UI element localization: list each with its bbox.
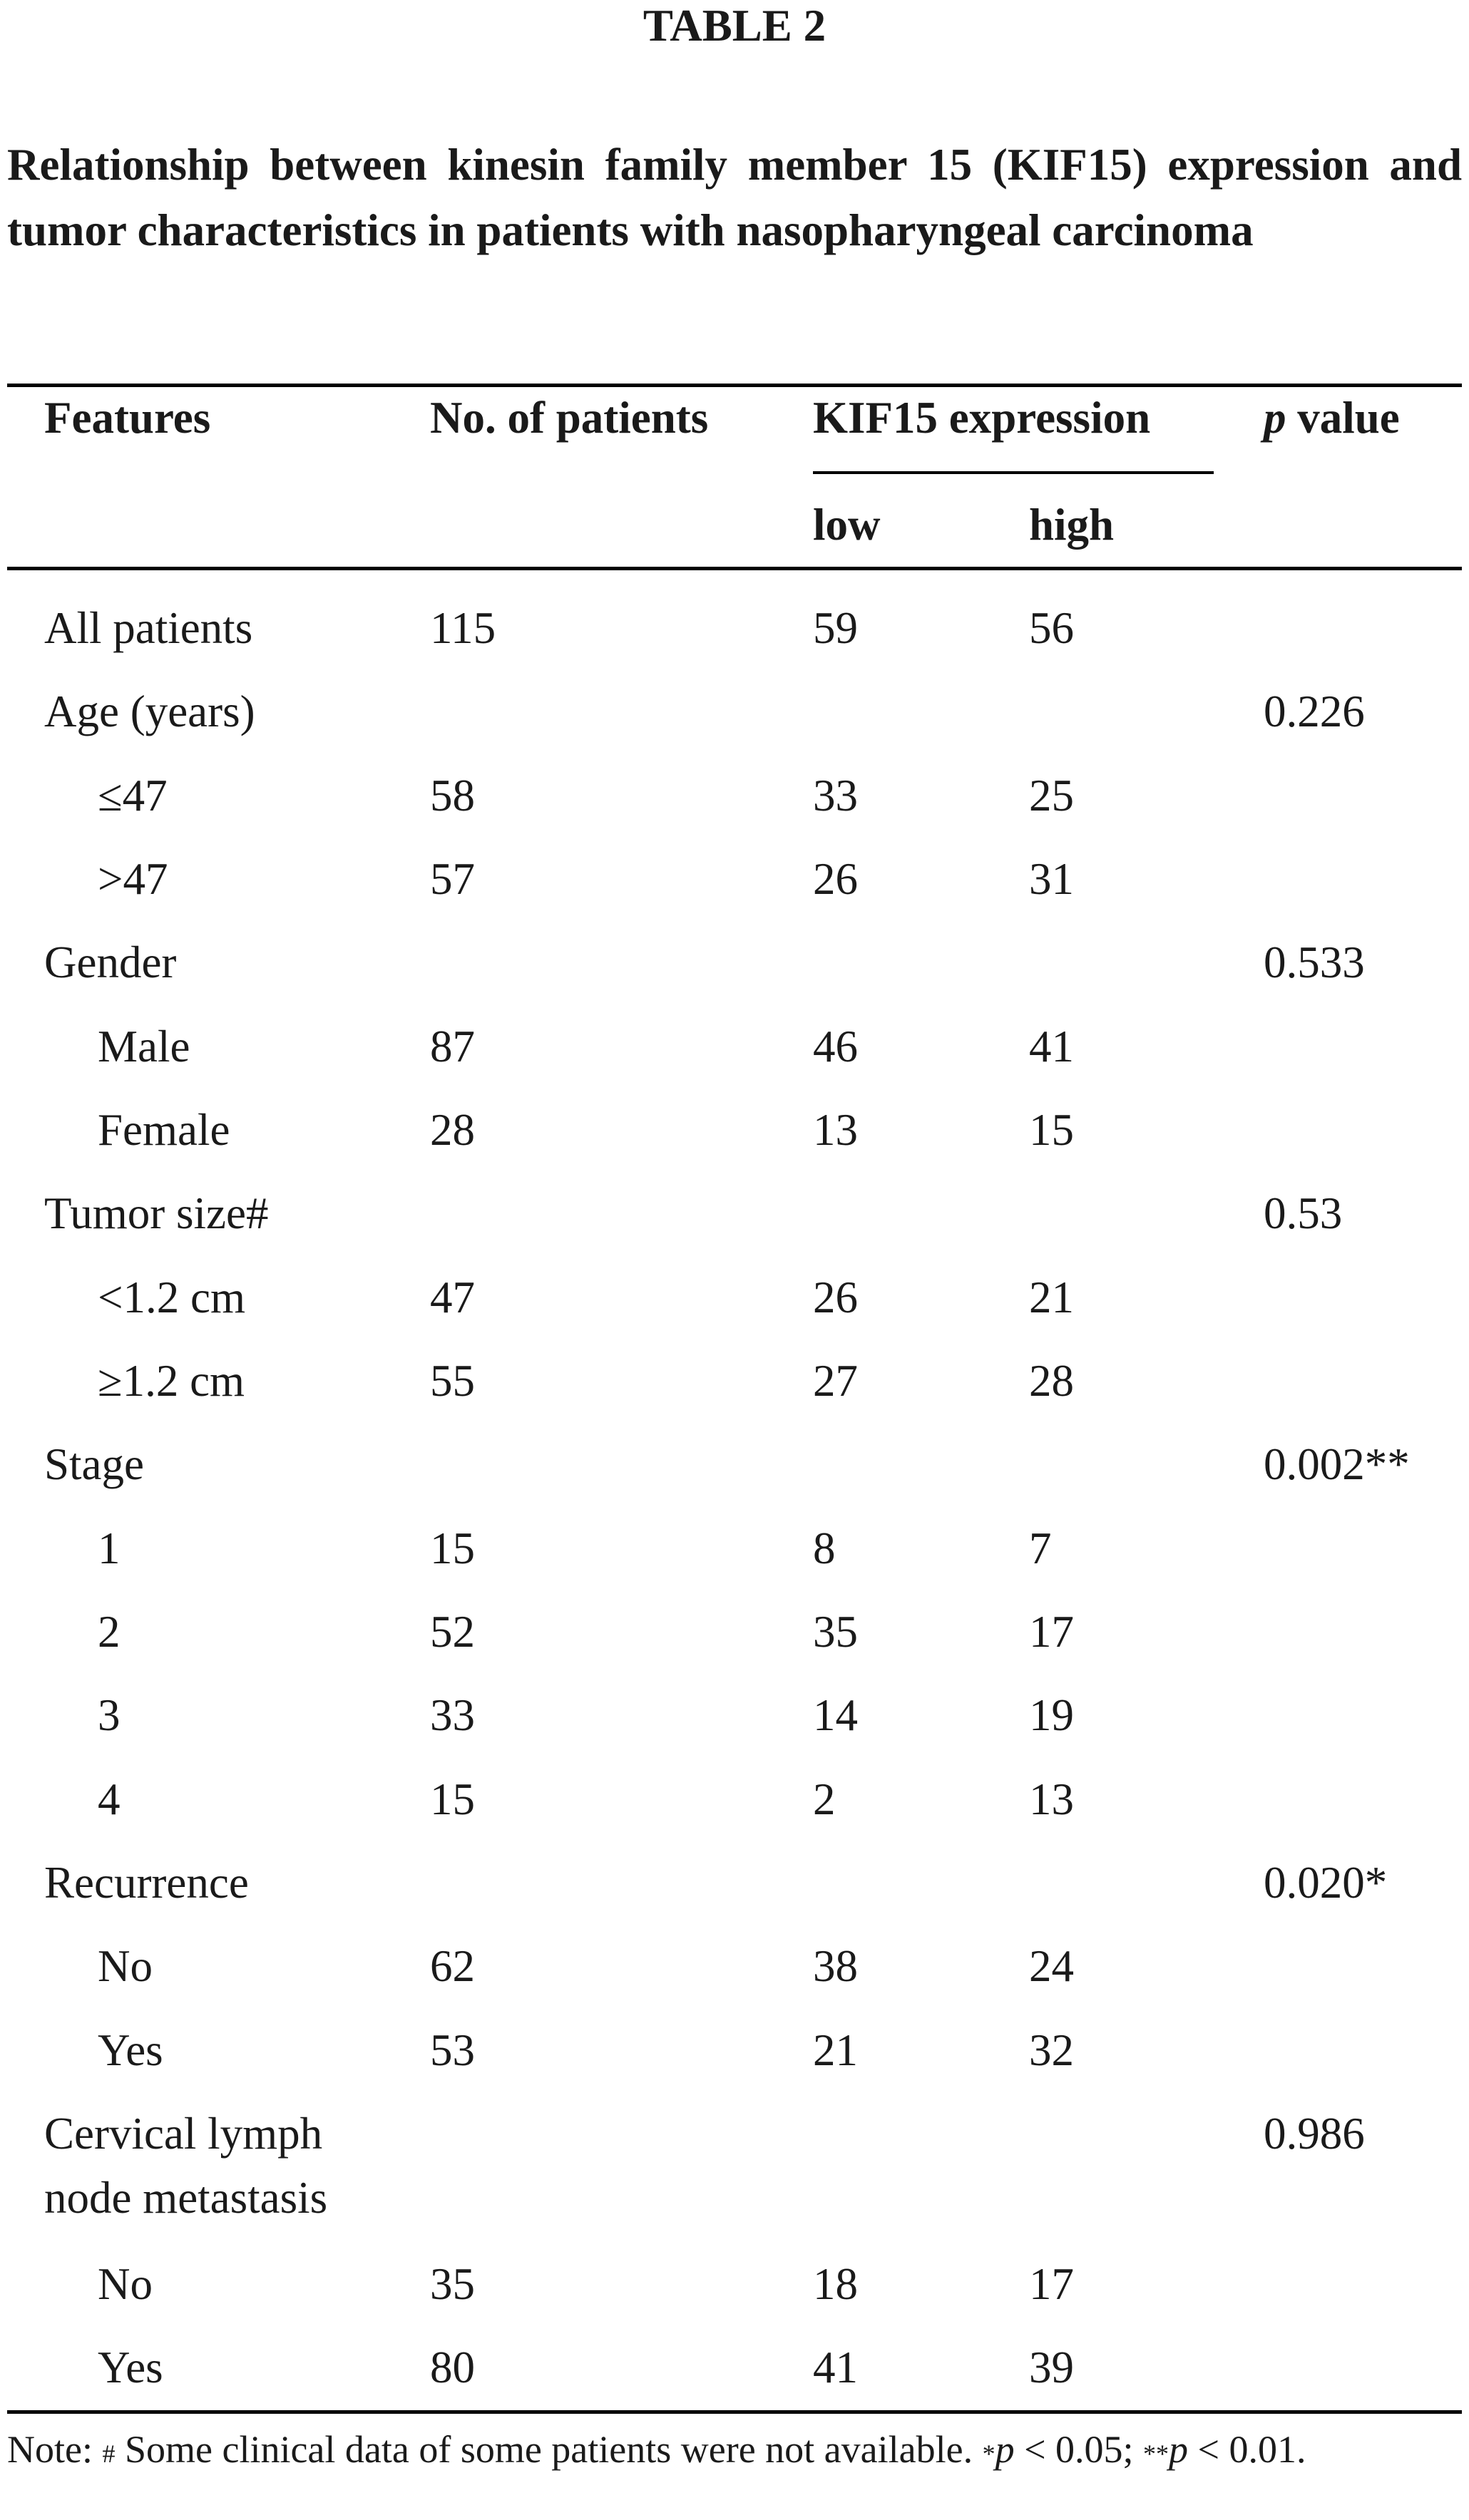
note-text2: < 0.05;	[1014, 2428, 1144, 2471]
cell-n: 33	[430, 1690, 475, 1740]
cell-n: 87	[430, 1022, 475, 1071]
cell-feature: Female	[98, 1105, 230, 1155]
header-p-italic: p	[1264, 393, 1286, 443]
cell-high: 39	[1029, 2342, 1074, 2392]
header-kif15-expression: KIF15 expression	[813, 393, 1151, 443]
cell-n: 57	[430, 854, 475, 904]
cell-p: 0.53	[1264, 1188, 1343, 1238]
cell-high: 17	[1029, 1607, 1074, 1657]
cell-low: 18	[813, 2259, 858, 2309]
cell-n: 15	[430, 1774, 475, 1824]
cell-n: 53	[430, 2025, 475, 2075]
cell-feature: Age (years)	[44, 686, 255, 736]
note-p2: p	[1169, 2428, 1189, 2471]
cell-n: 115	[430, 603, 496, 653]
cell-high: 13	[1029, 1774, 1074, 1824]
cell-low: 2	[813, 1774, 836, 1824]
cell-high: 21	[1029, 1272, 1074, 1322]
cell-feature: node metastasis	[44, 2173, 328, 2223]
cell-feature: No	[98, 1941, 153, 1991]
cell-feature: Recurrence	[44, 1858, 249, 1908]
cell-high: 15	[1029, 1105, 1074, 1155]
cell-low: 21	[813, 2025, 858, 2075]
note-p1: p	[995, 2428, 1015, 2471]
cell-low: 26	[813, 854, 858, 904]
cell-high: 17	[1029, 2259, 1074, 2309]
cell-p: 0.226	[1264, 686, 1365, 736]
cell-n: 28	[430, 1105, 475, 1155]
cell-low: 8	[813, 1523, 836, 1573]
cell-high: 24	[1029, 1941, 1074, 1991]
cell-n: 52	[430, 1607, 475, 1657]
cell-feature: 3	[98, 1690, 121, 1740]
cell-feature: Stage	[44, 1439, 144, 1489]
header-p-value: p value	[1264, 392, 1400, 444]
cell-n: 80	[430, 2342, 475, 2392]
cell-feature: <1.2 cm	[98, 1272, 245, 1322]
cell-high: 41	[1029, 1022, 1074, 1071]
cell-high: 56	[1029, 603, 1074, 653]
cell-low: 27	[813, 1356, 858, 1406]
cell-low: 38	[813, 1941, 858, 1991]
cell-n: 55	[430, 1356, 475, 1406]
cell-feature: >47	[98, 854, 168, 904]
cell-feature: ≤47	[98, 771, 168, 821]
table-label: TABLE 2	[643, 1, 826, 51]
cell-feature: 1	[98, 1523, 121, 1573]
cell-feature: 4	[98, 1774, 121, 1824]
cell-low: 33	[813, 771, 858, 821]
cell-high: 32	[1029, 2025, 1074, 2075]
cell-feature: Yes	[98, 2025, 163, 2075]
cell-high: 7	[1029, 1523, 1052, 1573]
cell-high: 28	[1029, 1356, 1074, 1406]
header-features: Features	[44, 393, 211, 443]
note-hash: #	[102, 2439, 116, 2468]
cell-feature: Yes	[98, 2342, 163, 2392]
cell-feature: Tumor size#	[44, 1188, 269, 1238]
cell-low: 13	[813, 1105, 858, 1155]
note-star2: **	[1143, 2439, 1169, 2468]
cell-low: 41	[813, 2342, 858, 2392]
cell-high: 19	[1029, 1690, 1074, 1740]
note-lead: Note:	[7, 2428, 103, 2471]
cell-p: 0.986	[1264, 2109, 1365, 2159]
note-star1: *	[982, 2439, 995, 2468]
cell-n: 47	[430, 1272, 475, 1322]
note-text3: < 0.01.	[1188, 2428, 1306, 2471]
kif15-subrule	[813, 471, 1214, 474]
cell-n: 62	[430, 1941, 475, 1991]
cell-n: 15	[430, 1523, 475, 1573]
top-rule	[7, 384, 1462, 387]
cell-feature: 2	[98, 1607, 121, 1657]
cell-p: 0.020*	[1264, 1858, 1388, 1908]
cell-n: 58	[430, 771, 475, 821]
header-rule	[7, 567, 1462, 570]
cell-feature: Gender	[44, 937, 177, 987]
cell-p: 0.533	[1264, 937, 1365, 987]
cell-low: 14	[813, 1690, 858, 1740]
cell-feature: Male	[98, 1022, 190, 1071]
cell-p: 0.002**	[1264, 1439, 1410, 1489]
cell-low: 46	[813, 1022, 858, 1071]
cell-feature: All patients	[44, 603, 253, 653]
cell-low: 59	[813, 603, 858, 653]
header-no-patients: No. of patients	[430, 393, 709, 443]
table-caption: Relationship between kinesin family memb…	[7, 140, 1462, 255]
cell-high: 25	[1029, 771, 1074, 821]
header-p-suffix: value	[1286, 393, 1400, 443]
header-high: high	[1029, 500, 1115, 550]
cell-n: 35	[430, 2259, 475, 2309]
cell-low: 26	[813, 1272, 858, 1322]
cell-feature: ≥1.2 cm	[98, 1356, 245, 1406]
cell-low: 35	[813, 1607, 858, 1657]
cell-feature: No	[98, 2259, 153, 2309]
cell-feature: Cervical lymph	[44, 2109, 323, 2159]
bottom-rule	[7, 2410, 1462, 2414]
table-note: Note: # Some clinical data of some patie…	[7, 2424, 1462, 2475]
header-low: low	[813, 500, 881, 550]
note-text1: Some clinical data of some patients were…	[115, 2428, 983, 2471]
cell-high: 31	[1029, 854, 1074, 904]
